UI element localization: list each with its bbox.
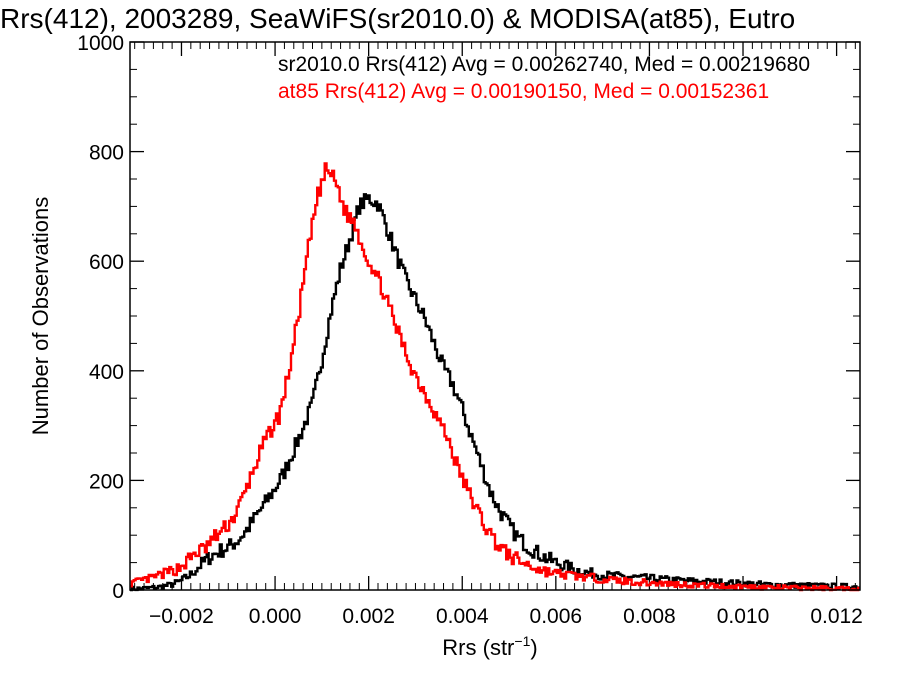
- series-layer: [130, 162, 860, 592]
- x-axis-label: Rrs (str−1): [442, 633, 537, 660]
- x-tick-label: 0.000: [249, 605, 302, 628]
- x-tick-label: −0.002: [149, 605, 214, 628]
- series-annotation-sr2010: sr2010.0 Rrs(412) Avg = 0.00262740, Med …: [278, 53, 810, 76]
- x-tick-label: 0.008: [623, 605, 676, 628]
- y-tick-label: 1000: [77, 32, 124, 55]
- y-tick-label: 200: [89, 470, 124, 493]
- y-tick-label: 400: [89, 361, 124, 384]
- y-tick-label: 0: [112, 580, 124, 603]
- x-axis-label-close: ): [530, 635, 537, 660]
- x-tick-label: 0.010: [717, 605, 770, 628]
- plot-frame: [129, 41, 861, 591]
- x-tick-labels: −0.002 0.000 0.002 0.004 0.006 0.008 0.010 0.01…: [149, 605, 863, 628]
- x-tick-label: 0.006: [530, 605, 583, 628]
- y-axis-label: Number of Observations: [28, 197, 53, 435]
- series-line-sr2010.0: [130, 193, 860, 592]
- y-tick-labels: 0 200 400 600 800 1000: [77, 32, 124, 603]
- x-axis-label-exponent: −1: [514, 633, 530, 649]
- series-line-at85: [130, 162, 860, 592]
- x-tick-label: 0.002: [342, 605, 395, 628]
- axis-ticks: [130, 41, 860, 591]
- x-tick-label: 0.012: [810, 605, 863, 628]
- chart-title: Rrs(412), 2003289, SeaWiFS(sr2010.0) & M…: [0, 3, 795, 34]
- x-axis-label-main: Rrs (str: [442, 635, 514, 660]
- series-annotation-at85: at85 Rrs(412) Avg = 0.00190150, Med = 0.…: [278, 80, 769, 103]
- x-tick-label: 0.004: [436, 605, 489, 628]
- y-tick-label: 600: [89, 251, 124, 274]
- y-tick-label: 800: [89, 142, 124, 165]
